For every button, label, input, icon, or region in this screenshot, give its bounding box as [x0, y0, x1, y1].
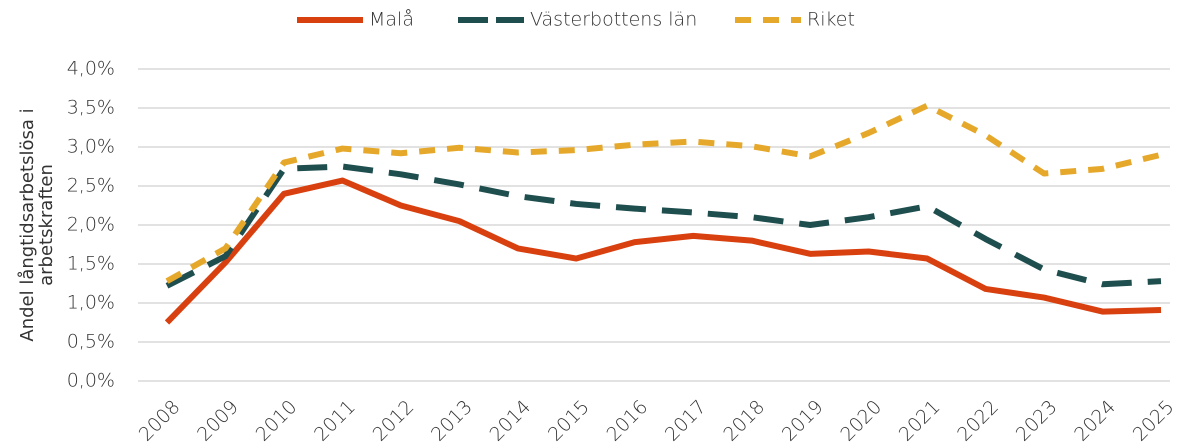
x-tick-label: 2010 — [252, 396, 302, 446]
x-tick-label: 2014 — [485, 396, 535, 446]
legend-label: Malå — [369, 9, 414, 31]
y-tick-label: 2,5% — [67, 175, 115, 197]
x-tick-label: 2020 — [836, 396, 886, 446]
x-tick-label: 2022 — [953, 396, 1003, 446]
x-tick-label: 2013 — [427, 396, 477, 446]
legend-label: Västerbottens län — [530, 9, 697, 31]
y-tick-label: 1,5% — [67, 253, 115, 275]
y-tick-label: 1,0% — [67, 292, 115, 314]
x-tick-label: 2018 — [719, 396, 769, 446]
x-tick-label: 2021 — [895, 396, 945, 446]
series-line — [165, 163, 1162, 289]
y-tick-label: 4,0% — [67, 58, 115, 80]
y-tick-label: 2,0% — [67, 214, 115, 236]
series-line — [165, 102, 1162, 284]
x-tick-label: 2008 — [135, 396, 185, 446]
y-tick-label: 3,5% — [67, 97, 115, 119]
x-tick-label: 2016 — [602, 396, 652, 446]
legend-label: Riket — [807, 9, 855, 31]
series-line — [164, 177, 1162, 325]
x-tick-label: 2019 — [778, 396, 828, 446]
x-tick-label: 2024 — [1070, 396, 1120, 446]
x-tick-label: 2025 — [1129, 396, 1179, 446]
x-tick-label: 2017 — [661, 396, 711, 446]
y-axis-label: Andel långtidsarbetslösa i arbetskraften — [17, 108, 57, 342]
y-tick-label: 0,0% — [67, 370, 115, 392]
y-tick-label: 0,5% — [67, 331, 115, 353]
x-tick-label: 2015 — [544, 396, 594, 446]
x-tick-label: 2011 — [310, 396, 360, 446]
x-tick-label: 2023 — [1012, 396, 1062, 446]
x-tick-label: 2012 — [369, 396, 419, 446]
y-tick-label: 3,0% — [67, 136, 115, 158]
x-tick-label: 2009 — [193, 396, 243, 446]
